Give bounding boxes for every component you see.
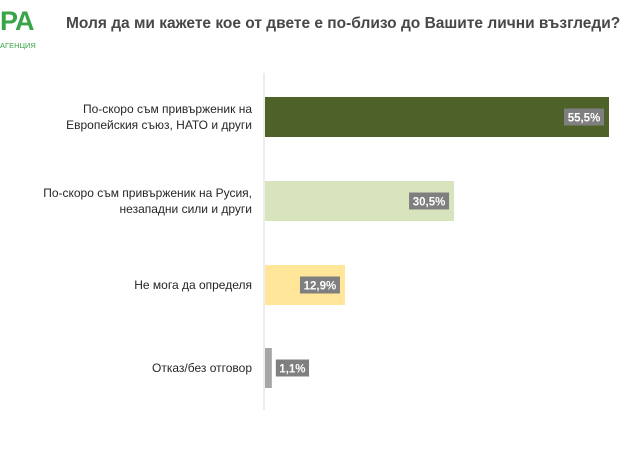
logo-subtitle: АГЕНЦИЯ [0,41,36,50]
chart-title: Моля да ми кажете кое от двете е по-близ… [66,15,621,32]
data-label: 12,9% [304,281,337,293]
category-label: Европейския съюз, НАТО и други [66,118,252,132]
bar [265,348,272,388]
data-label: 1,1% [279,364,305,376]
data-label-bg [275,359,310,377]
data-label: 55,5% [568,113,601,125]
category-label: Отказ/без отговор [152,361,252,375]
data-label-bg [299,276,340,294]
category-label: Не мога да определя [134,278,252,292]
data-label-bg [409,192,450,210]
bar [265,97,609,137]
logo: PA АГЕНЦИЯ [0,6,44,50]
category-label: незападни сили и други [120,202,252,216]
data-label-bg [564,108,604,126]
category-label: По-скоро съм привърженик на Русия, [43,186,252,200]
logo-mark: PA [0,6,35,36]
category-label: По-скоро съм привърженик на [83,102,252,116]
data-label: 30,5% [413,197,446,209]
